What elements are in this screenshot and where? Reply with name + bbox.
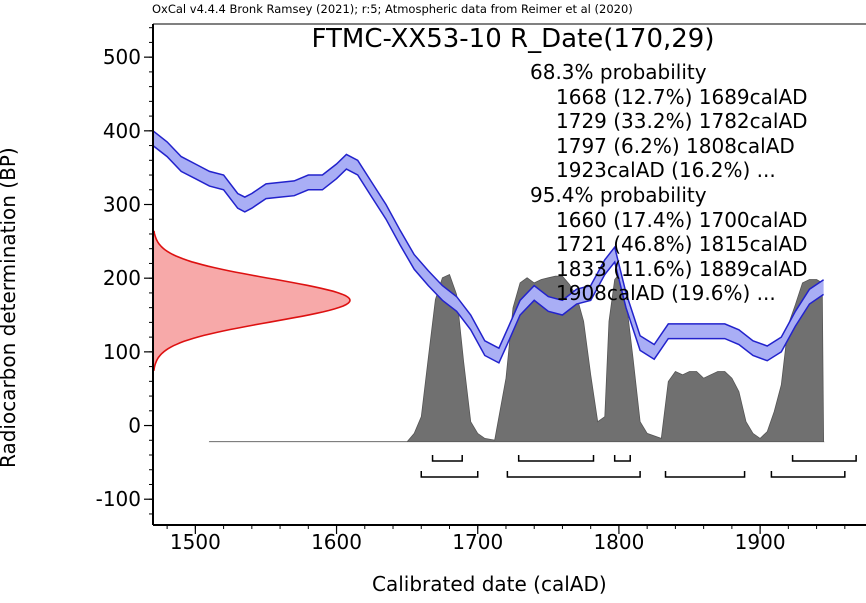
calibration-band	[153, 130, 824, 363]
p68-range: 1729 (33.2%) 1782calAD	[556, 109, 808, 134]
range-68-bracket	[517, 455, 595, 462]
p95-range: 1833 (11.6%) 1889calAD	[556, 256, 808, 281]
p68-heading: 68.3% probability	[530, 60, 707, 84]
p68-range: 1668 (12.7%) 1689calAD	[556, 84, 808, 109]
x-tick-label: 1700	[452, 530, 503, 554]
software-header: OxCal v4.4.4 Bronk Ramsey (2021); r:5; A…	[152, 2, 633, 16]
y-tick-label: 400	[103, 119, 141, 143]
range-95-bracket	[664, 471, 746, 478]
range-95-bracket	[506, 471, 641, 478]
chart-title: FTMC-XX53-10 R_Date(170,29)	[0, 24, 866, 54]
p95-heading: 95.4% probability	[530, 182, 707, 207]
p95-range: 1908calAD (19.6%) ...	[556, 281, 776, 306]
range-95-bracket	[420, 471, 479, 478]
chart-title-text: FTMC-XX53-10 R_Date(170,29)	[311, 24, 715, 54]
p68-range: 1923calAD (16.2%) ...	[556, 158, 776, 183]
x-tick-label: 1900	[735, 530, 786, 554]
posterior-area	[208, 273, 825, 443]
y-tick-label: 100	[103, 340, 141, 364]
axes: 1500 1600 1700 1800 1900 -100 0 100 200 300 400 500	[96, 23, 866, 554]
range-68-bracket	[791, 455, 857, 462]
posterior-distribution	[208, 273, 825, 443]
p95-range: 1721 (46.8%) 1815calAD	[556, 232, 808, 257]
y-tick-label: 300	[103, 193, 141, 217]
x-axis-label: Calibrated date (calAD)	[372, 572, 607, 596]
y-axis-label: Radiocarbon determination (BP)	[0, 147, 20, 468]
x-tick-label: 1600	[311, 530, 362, 554]
range-68-bracket	[613, 455, 631, 462]
probability-ranges	[420, 455, 857, 478]
range-68-bracket	[431, 455, 463, 462]
y-tick-label: 0	[128, 414, 141, 438]
radiocarbon-outline	[153, 230, 351, 371]
y-tick-label: 200	[103, 266, 141, 290]
calibration-curve	[152, 130, 825, 364]
x-tick-label: 1500	[170, 530, 221, 554]
p68-range: 1797 (6.2%) 1808calAD	[556, 133, 795, 158]
x-tick-label: 1800	[593, 530, 644, 554]
calibration-upper-line	[152, 130, 825, 350]
p95-range: 1660 (17.4%) 1700calAD	[556, 207, 808, 232]
calibration-lower-line	[152, 145, 825, 364]
radiocarbon-distribution	[153, 229, 351, 371]
probability-stats: 68.3% probability 1668 (12.7%) 1689calAD…	[530, 60, 808, 306]
radiocarbon-area	[153, 229, 350, 371]
y-tick-label: -100	[96, 487, 141, 511]
range-95-bracket	[770, 471, 846, 478]
y-tick-label: 500	[103, 45, 141, 69]
